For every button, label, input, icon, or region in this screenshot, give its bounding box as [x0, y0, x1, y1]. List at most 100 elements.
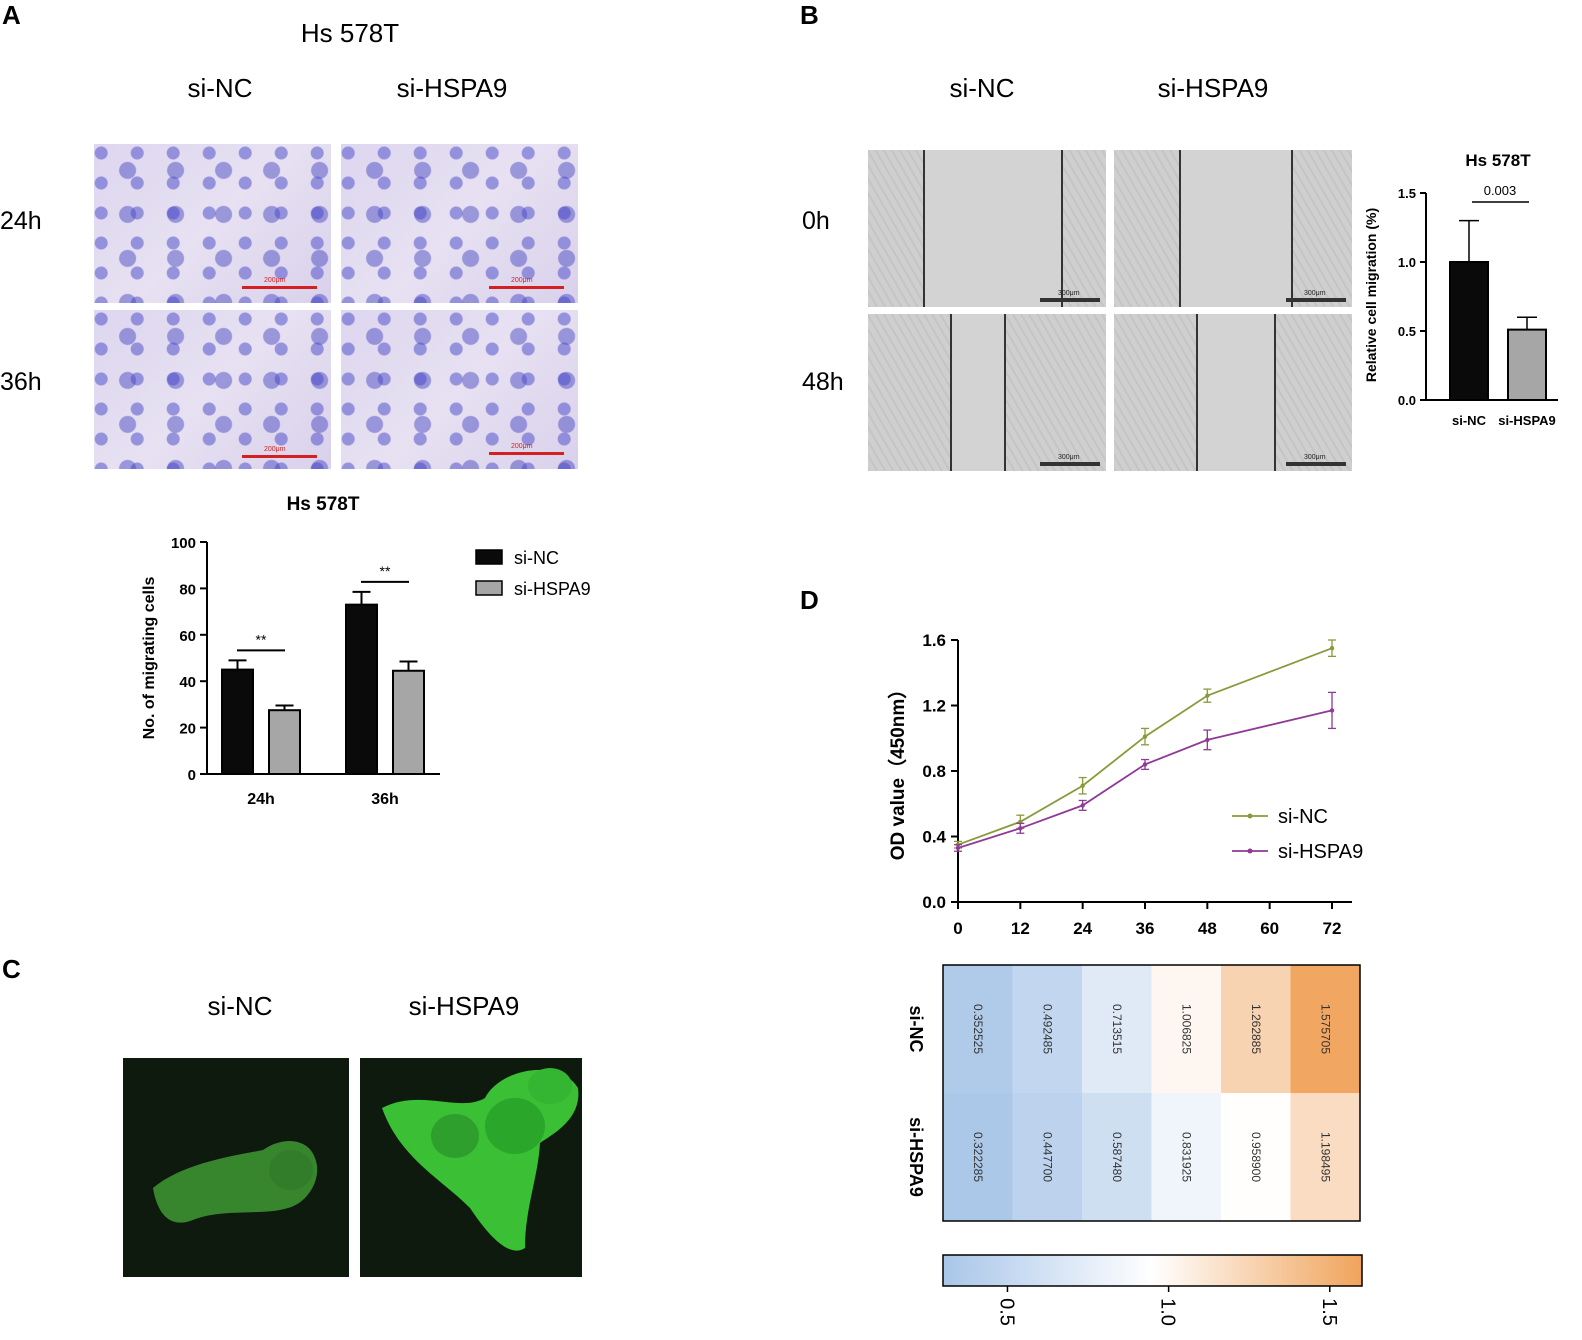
chart-title: Hs 578T [1465, 151, 1531, 170]
panel-c-col-si-hspa9: si-HSPA9 [408, 991, 520, 1021]
panel-a-col-si-nc: si-NC [187, 73, 253, 103]
transwell-image-si-nc-36h: 200μm [94, 310, 331, 469]
transwell-image-si-hspa9-24h: 200μm [341, 144, 578, 303]
heatmap-cell-si-NC [1012, 965, 1082, 1093]
legend-marker-si-HSPA9 [1247, 848, 1253, 854]
wound-image-si-nc-0h: 300μm [868, 150, 1106, 307]
significance-label: ** [380, 563, 391, 579]
heatmap-cell-si-HSPA9 [943, 1093, 1013, 1221]
scale-bar [1286, 462, 1346, 466]
data-point-si-HSPA9 [1018, 826, 1023, 831]
y-tick-label: 0.4 [922, 828, 946, 847]
heatmap-cell-value: 1.575705 [1318, 1004, 1332, 1054]
data-point-si-NC [1142, 734, 1148, 739]
heatmap-cell-value: 0.447700 [1040, 1132, 1054, 1182]
scale-bar [1040, 298, 1100, 302]
wound-gap [1196, 314, 1276, 471]
heatmap-cell-value: 1.198495 [1318, 1132, 1332, 1182]
p-value-label: 0.003 [1484, 183, 1517, 198]
panel-label-d: D [800, 585, 819, 615]
x-tick-label: 12 [1011, 919, 1030, 938]
chart-title: Hs 578T [287, 494, 360, 515]
heatmap-cell-si-HSPA9 [1012, 1093, 1082, 1221]
panel-b-col-si-hspa9: si-HSPA9 [1157, 73, 1269, 103]
heatmap-cell-si-HSPA9 [1221, 1093, 1291, 1221]
heatmap-cell-si-HSPA9 [1151, 1093, 1221, 1221]
y-tick-label: 0.8 [922, 762, 946, 781]
panel-a-row-24h: 24h [0, 207, 42, 235]
bar-si-HSPA9 [1507, 328, 1547, 401]
od-heatmap: 0.352525 0.492485 0.713515 1.006825 1.262885… [906, 964, 1363, 1326]
scale-bar [1040, 462, 1100, 466]
wound-image-si-nc-48h: 300μm [868, 314, 1106, 471]
x-tick-label: si-HSPA9 [1498, 413, 1556, 428]
y-tick-label: 1.2 [922, 697, 946, 716]
scale-bar [242, 286, 317, 289]
x-tick-label: 72 [1323, 919, 1342, 938]
y-tick-label: 60 [179, 628, 196, 645]
heatmap-cell-value: 0.587480 [1110, 1132, 1124, 1182]
fluorescent-cell-si-hspa9 [382, 1068, 579, 1251]
heatmap-cell-value: 1.262885 [1249, 1004, 1263, 1054]
series-line-si-HSPA9 [957, 709, 1333, 849]
scale-bar-label: 200μm [264, 277, 286, 284]
scale-bar [489, 452, 564, 455]
y-tick-label: 0.0 [922, 893, 946, 912]
data-point-si-HSPA9 [955, 845, 961, 851]
y-tick-label: 20 [179, 721, 196, 738]
bar-si-NC-36h [345, 603, 378, 775]
legend-label-si-NC: si-NC [514, 548, 559, 568]
y-axis-label: OD value（450nm） [886, 680, 909, 861]
data-point-si-NC [1205, 693, 1210, 698]
heatmap-cell-si-NC [1221, 965, 1291, 1093]
y-tick-label: 80 [179, 581, 196, 598]
x-tick-label: 24h [247, 791, 275, 808]
x-tick-label: 36h [371, 791, 399, 808]
y-tick-label: 0.0 [1398, 393, 1416, 408]
heatmap-cell-si-NC [1290, 965, 1360, 1093]
heatmap-cell-value: 0.831925 [1179, 1132, 1193, 1182]
heatmap-cell-value: 0.492485 [1040, 1004, 1054, 1054]
panel-label-b: B [800, 0, 819, 30]
scale-bar-label: 300μm [1058, 454, 1080, 461]
heatmap-row-label: si-NC [906, 1005, 926, 1052]
significance-label: ** [256, 631, 267, 647]
y-tick-label: 100 [171, 535, 196, 552]
data-point-si-HSPA9 [1080, 803, 1085, 808]
panel-a-col-si-hspa9: si-HSPA9 [396, 73, 508, 103]
series-line-si-NC [957, 647, 1333, 846]
colorbar-tick-label: 1.5 [1318, 1298, 1340, 1326]
panel-a-title: Hs 578T [300, 18, 400, 48]
scale-bar-label: 200μm [511, 443, 533, 450]
scale-bar [242, 455, 317, 458]
heatmap-cell-value: 1.006825 [1179, 1004, 1193, 1054]
bar-si-NC [1449, 261, 1489, 401]
scale-bar [1286, 298, 1346, 302]
y-tick-label: 40 [179, 674, 196, 691]
wound-bar-chart: Hs 578T 0.0 0.5 1.0 1.5 Relative cell migrati… [1363, 151, 1558, 428]
x-tick-label: 36 [1136, 919, 1155, 938]
x-tick-label: 24 [1073, 919, 1092, 938]
y-axis-label: Relative cell migration (%) [1363, 208, 1379, 382]
heatmap-cell-value: 0.352525 [971, 1004, 985, 1054]
data-point-si-HSPA9 [1205, 737, 1210, 743]
heatmap-cell-si-HSPA9 [1290, 1093, 1360, 1221]
scale-bar-label: 300μm [1304, 290, 1326, 297]
scale-bar-label: 300μm [1058, 290, 1080, 297]
data-point-si-NC [1329, 645, 1335, 651]
x-tick-label: si-NC [1452, 413, 1487, 428]
panel-label-c: C [2, 954, 21, 984]
bar-si-HSPA9-24h [268, 709, 301, 775]
y-tick-label: 0 [188, 767, 196, 784]
cck8-line-chart: 0.0 0.4 0.8 1.2 1.6 0 12 24 36 48 60 72 OD value（450… [886, 631, 1363, 938]
legend-label-si-HSPA9: si-HSPA9 [514, 579, 591, 599]
legend-marker-si-NC [1247, 813, 1253, 819]
heatmap-cell-si-NC [943, 965, 1013, 1093]
data-point-si-NC [1080, 783, 1085, 788]
panel-b-row-0h: 0h [802, 207, 830, 235]
y-tick-label: 1.0 [1398, 255, 1416, 270]
panel-c-col-si-nc: si-NC [207, 991, 273, 1021]
panel-a-row-36h: 36h [0, 368, 42, 396]
x-tick-label: 0 [953, 919, 962, 938]
wound-image-si-hspa9-48h: 300μm [1114, 314, 1352, 471]
